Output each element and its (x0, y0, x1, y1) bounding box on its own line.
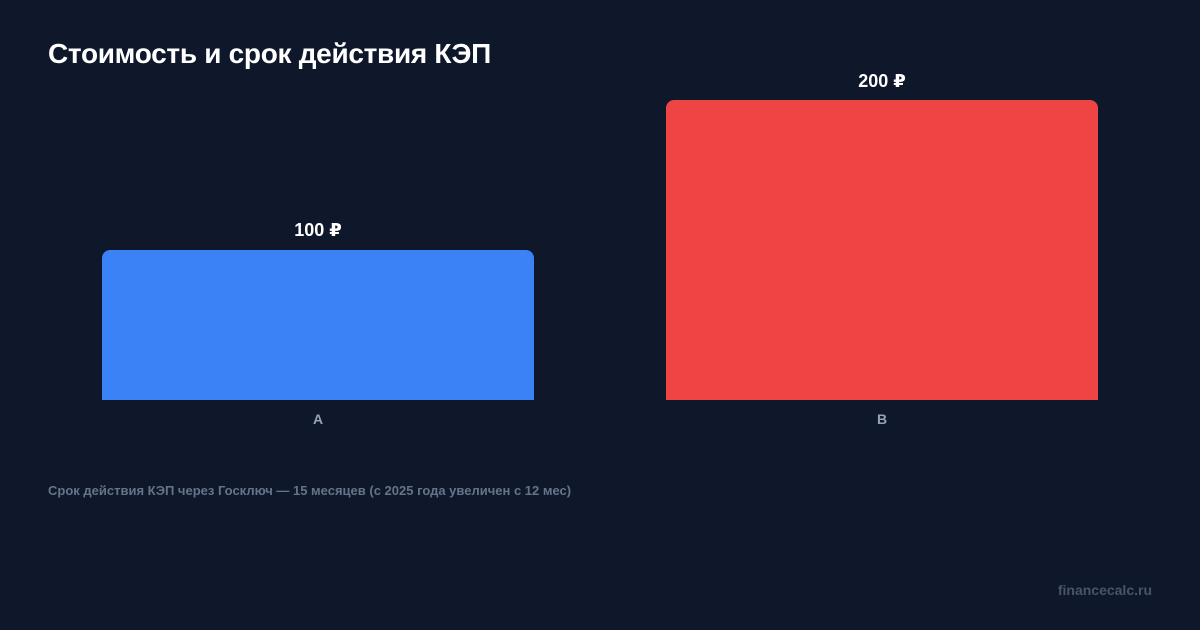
category-label-a: A (312, 411, 324, 427)
bar-a (102, 250, 534, 400)
chart-title: Стоимость и срок действия КЭП (48, 38, 491, 69)
bar-b (666, 100, 1098, 400)
bar-value-label-b: 200 ₽ (858, 71, 906, 91)
category-label-b: B (876, 411, 888, 427)
bar-value-label-a: 100 ₽ (294, 220, 342, 240)
footnote: Срок действия КЭП через Госключ — 15 мес… (48, 483, 572, 498)
watermark: financecalc.ru (1057, 582, 1152, 598)
